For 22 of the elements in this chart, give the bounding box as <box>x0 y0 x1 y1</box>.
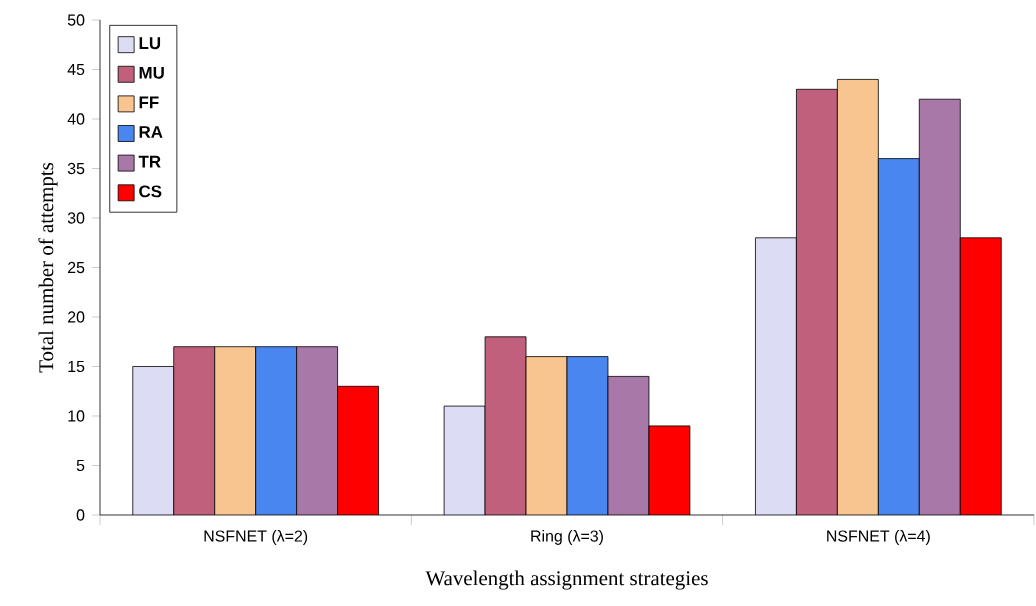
y-tick-label: 35 <box>67 162 85 175</box>
y-tick-label: 5 <box>76 459 85 472</box>
legend-label: RA <box>139 126 163 138</box>
legend-label: LU <box>139 37 161 50</box>
y-tick-label: 30 <box>67 212 85 224</box>
x-axis-title: Wavelength assignment strategies <box>425 570 708 590</box>
y-axis-title: Total number of attempts <box>38 162 58 373</box>
y-tick-label: 40 <box>67 113 85 125</box>
legend-label: CS <box>139 185 162 198</box>
y-tick-label: 20 <box>68 311 85 323</box>
legend-label: FF <box>139 96 159 109</box>
y-tick-label: 25 <box>68 261 85 274</box>
y-tick-label: 15 <box>68 360 85 373</box>
y-tick-label: 50 <box>67 14 85 26</box>
y-tick-label: 0 <box>76 509 85 521</box>
x-tick-label: NSFNET (λ=2) <box>204 530 308 545</box>
legend-label: MU <box>139 66 164 79</box>
y-tick-label: 45 <box>67 63 85 76</box>
y-tick-label: 10 <box>68 410 85 422</box>
x-tick-label: NSFNET (λ=4) <box>827 530 930 545</box>
legend-label: TR <box>138 155 161 168</box>
x-tick-label: Ring (λ=3) <box>531 530 603 545</box>
